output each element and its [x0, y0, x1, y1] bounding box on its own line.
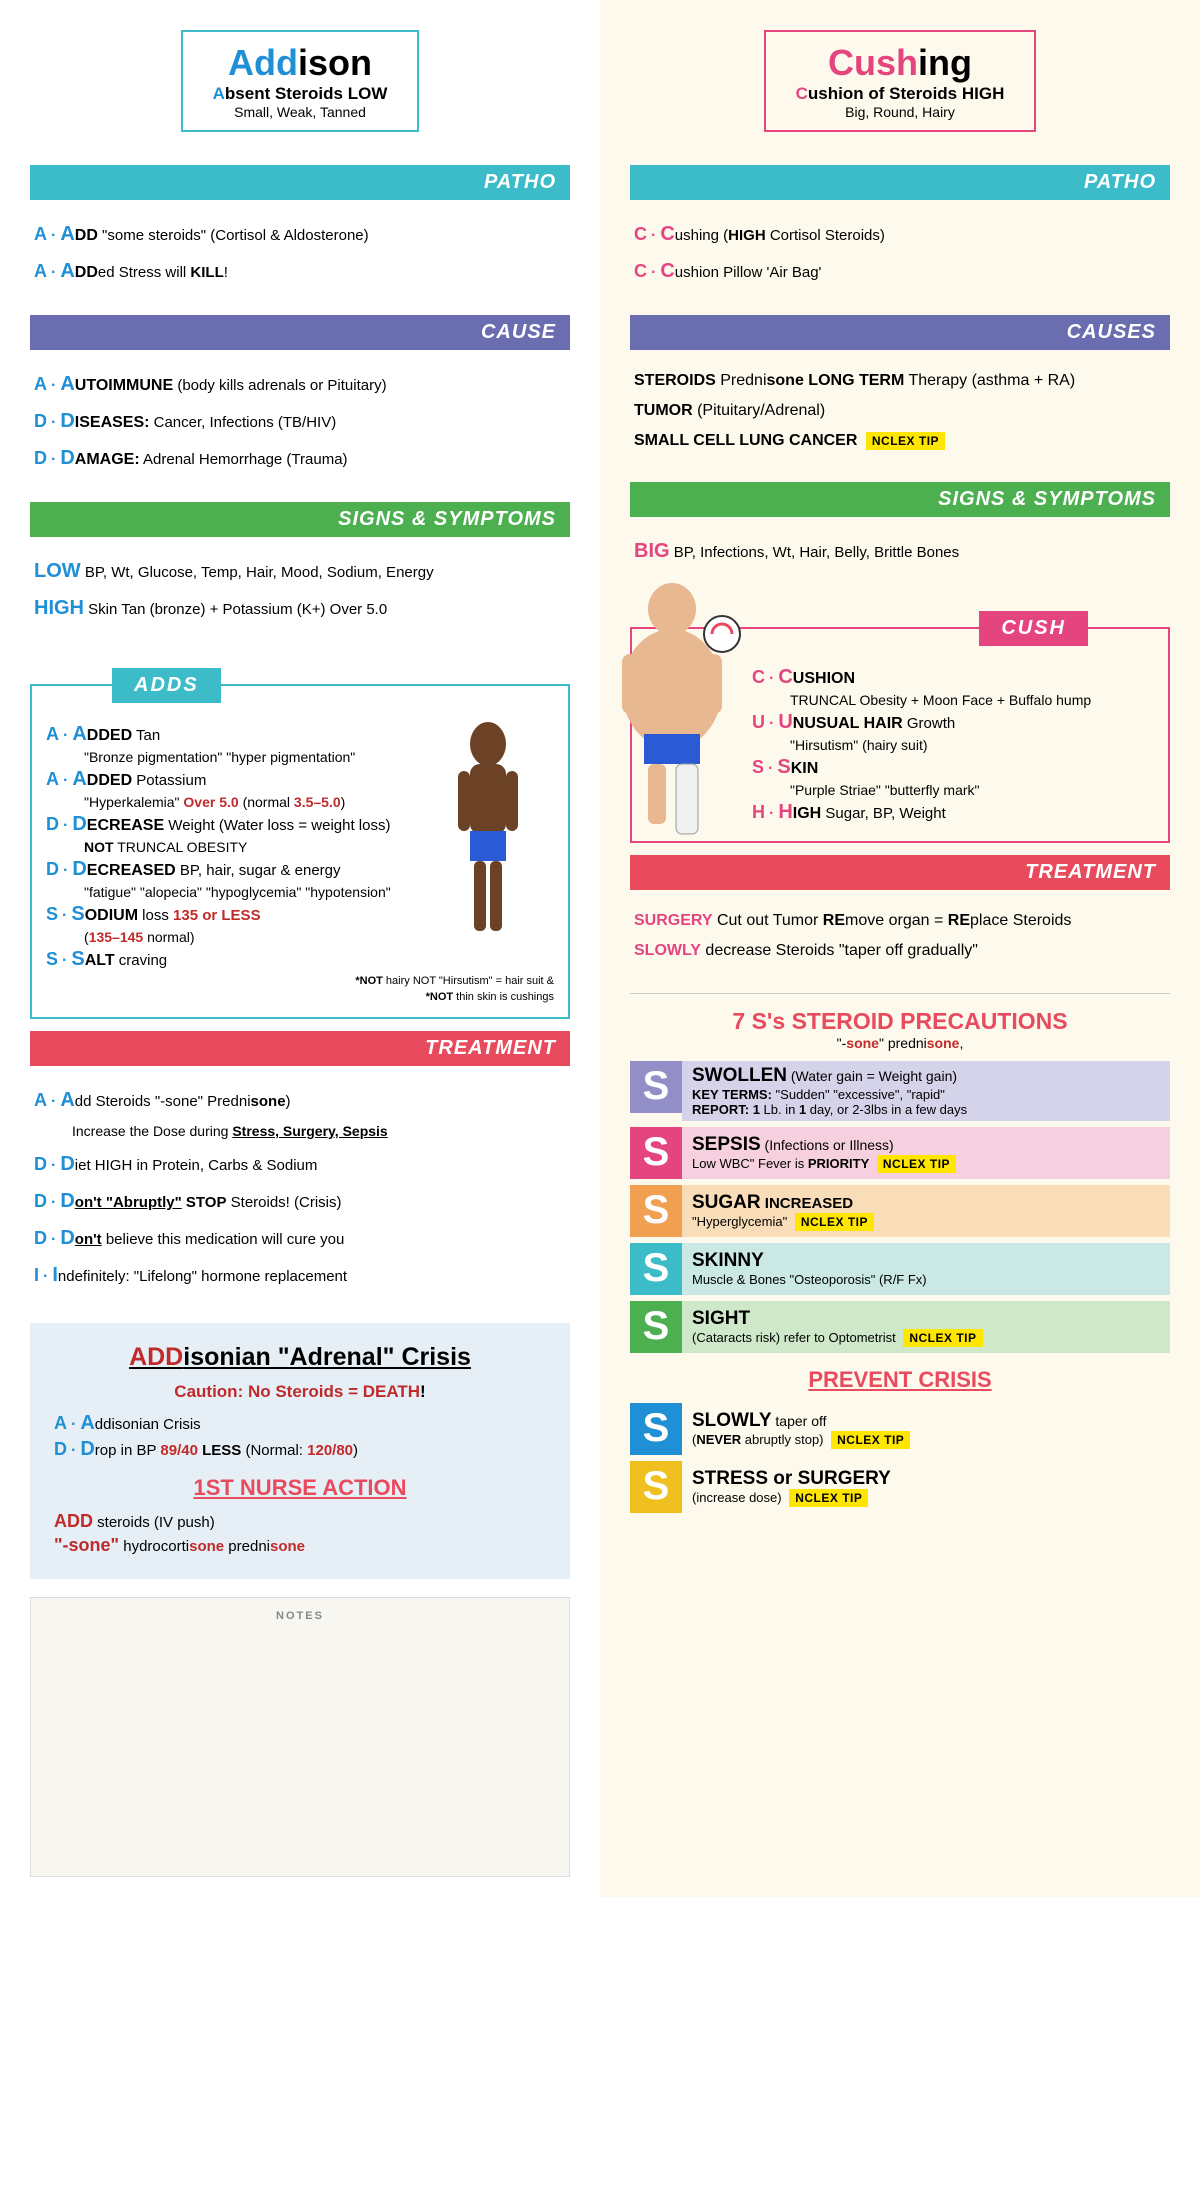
treat-content-r: SURGERY Cut out Tumor REmove organ = REp…: [630, 898, 1170, 983]
t: DEATH: [363, 1382, 420, 1401]
prevent-rows: SSLOWLY taper off(NEVER abruptly stop) N…: [630, 1403, 1170, 1513]
s-letter-box: S: [630, 1301, 682, 1353]
t: Skin Tan (bronze) + Potassium (K+) Over …: [84, 601, 387, 618]
cause-content-r: STEROIDS Prednisone LONG TERM Therapy (a…: [630, 358, 1170, 474]
t: Caution: No Steroids =: [174, 1382, 362, 1401]
crisis-box: ADDisonian "Adrenal" Crisis Caution: No …: [30, 1323, 570, 1579]
signs-content: LOW BP, Wt, Glucose, Temp, Hair, Mood, S…: [30, 545, 570, 644]
s-letter-box: S: [630, 1127, 682, 1179]
nclex-tip: NCLEX TIP: [866, 432, 945, 450]
adds-note1: *NOT hairy NOT "Hirsutism" = hair suit &: [46, 975, 554, 987]
t: Big, Round, Hairy: [796, 104, 1005, 120]
t: Cush: [828, 42, 918, 83]
s-content: SIGHT(Cataracts risk) refer to Optometri…: [682, 1301, 1170, 1353]
treat-content: A·Add Steroids "-sone" Prednisone) Incre…: [30, 1074, 570, 1311]
s-content: STRESS or SURGERY(increase dose) NCLEX T…: [682, 1461, 1170, 1513]
cush-box: CUSH C·CUSHION TRUNCAL Obesity + Moon Fa…: [630, 627, 1170, 843]
s-content: SLOWLY taper off(NEVER abruptly stop) NC…: [682, 1403, 1170, 1455]
prevent-row: SSLOWLY taper off(NEVER abruptly stop) N…: [630, 1403, 1170, 1455]
cushing-title-box: Cushing Cushion of Steroids HIGH Big, Ro…: [764, 30, 1037, 132]
notes-label: NOTES: [43, 1610, 557, 1622]
s-content: SKINNYMuscle & Bones "Osteoporosis" (R/F…: [682, 1243, 1170, 1295]
cause-bar: CAUSE: [30, 315, 570, 350]
t: ushion of Steroids: [808, 84, 962, 103]
s-row: SSKINNYMuscle & Bones "Osteoporosis" (R/…: [630, 1243, 1170, 1295]
t: !: [420, 1382, 426, 1401]
t: LOW: [348, 84, 388, 103]
cushing-figure: [592, 579, 752, 878]
s-row: SSUGAR INCREASED"Hyperglycemia" NCLEX TI…: [630, 1185, 1170, 1237]
t: bsent Steroids: [225, 84, 348, 103]
t: ing: [918, 42, 972, 83]
t: Small, Weak, Tanned: [213, 104, 388, 120]
s-letter-box: S: [630, 1461, 682, 1513]
t: LOW: [34, 560, 81, 582]
patho-bar-r: PATHO: [630, 165, 1170, 200]
treat-bar: TREATMENT: [30, 1031, 570, 1066]
cause-bar-r: CAUSES: [630, 315, 1170, 350]
adds-note2: *NOT thin skin is cushings: [46, 991, 554, 1003]
patho-content: A·ADD "some steroids" (Cortisol & Aldost…: [30, 208, 570, 307]
t: C: [796, 84, 808, 103]
patho-bar: PATHO: [30, 165, 570, 200]
s-letter-box: S: [630, 1403, 682, 1455]
signs-content-r: BIG BP, Infections, Wt, Hair, Belly, Bri…: [630, 525, 1170, 587]
t: ison: [298, 42, 372, 83]
action-title: 1ST NURSE ACTION: [54, 1475, 546, 1501]
s-rows: SSWOLLEN (Water gain = Weight gain)KEY T…: [630, 1061, 1170, 1353]
cushing-column: Cushing Cushion of Steroids HIGH Big, Ro…: [600, 0, 1200, 1897]
addison-figure: [428, 716, 548, 975]
t: A: [213, 84, 225, 103]
t: isonian "Adrenal" Crisis: [183, 1343, 471, 1371]
adds-tab: ADDS: [112, 668, 221, 703]
addison-title-box: Addison Absent Steroids LOW Small, Weak,…: [181, 30, 420, 132]
prevent-row: SSTRESS or SURGERY(increase dose) NCLEX …: [630, 1461, 1170, 1513]
s-letter-box: S: [630, 1185, 682, 1237]
s-row: SSIGHT(Cataracts risk) refer to Optometr…: [630, 1301, 1170, 1353]
t: HIGH: [962, 84, 1005, 103]
signs-bar: SIGNS & SYMPTOMS: [30, 502, 570, 537]
s-letter-box: S: [630, 1243, 682, 1295]
patho-content-r: C·Cushing (HIGH Cortisol Steroids) C·Cus…: [630, 208, 1170, 307]
t: BP, Wt, Glucose, Temp, Hair, Mood, Sodiu…: [81, 564, 434, 581]
addison-column: Addison Absent Steroids LOW Small, Weak,…: [0, 0, 600, 1897]
t: BIG: [634, 540, 670, 562]
notes-box: NOTES: [30, 1597, 570, 1877]
s-letter-box: S: [630, 1061, 682, 1113]
t: BP, Infections, Wt, Hair, Belly, Brittle…: [670, 544, 960, 561]
s-content: SEPSIS (Infections or Illness)Low WBC" F…: [682, 1127, 1170, 1179]
s-row: SSEPSIS (Infections or Illness)Low WBC" …: [630, 1127, 1170, 1179]
t: ADD: [129, 1343, 183, 1371]
cush-tab: CUSH: [979, 611, 1088, 646]
s-row: SSWOLLEN (Water gain = Weight gain)KEY T…: [630, 1061, 1170, 1121]
t: Add: [228, 42, 298, 83]
cause-content: A·AUTOIMMUNE (body kills adrenals or Pit…: [30, 358, 570, 494]
adds-box: ADDS A·ADDED Tan "Bronze pigmentation" "…: [30, 684, 570, 1019]
precautions-title: 7 S's STEROID PRECAUTIONS: [630, 1008, 1170, 1035]
s-content: SUGAR INCREASED"Hyperglycemia" NCLEX TIP: [682, 1185, 1170, 1237]
t: HIGH: [34, 597, 84, 619]
s-content: SWOLLEN (Water gain = Weight gain)KEY TE…: [682, 1061, 1170, 1121]
signs-bar-r: SIGNS & SYMPTOMS: [630, 482, 1170, 517]
prevent-title: PREVENT CRISIS: [630, 1367, 1170, 1393]
precautions-sub: "-sone" prednisone,: [630, 1035, 1170, 1051]
